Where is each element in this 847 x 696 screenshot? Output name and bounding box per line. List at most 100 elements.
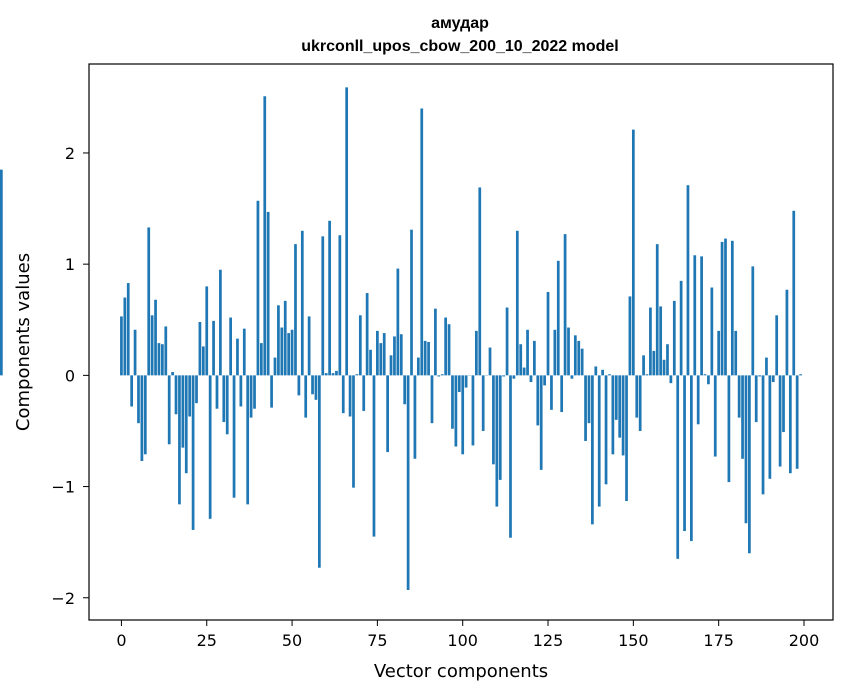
bar-48: [283, 300, 287, 376]
bar-181: [737, 375, 741, 418]
bar-6: [140, 375, 144, 461]
bar-28: [215, 375, 219, 409]
bar-153: [642, 355, 645, 376]
bar-130: [563, 234, 567, 376]
bar-157: [655, 244, 659, 376]
bar-17: [178, 375, 181, 505]
x-tick-label: 200: [789, 631, 820, 650]
bar-7: [143, 375, 147, 455]
bar-75: [376, 330, 379, 376]
bar-161: [669, 375, 673, 384]
bar-108: [488, 347, 492, 376]
bar-177: [724, 238, 727, 376]
bar-73: [369, 349, 372, 376]
bar-22: [195, 375, 198, 404]
bar-90: [427, 342, 430, 376]
bar-97: [451, 375, 454, 429]
bar-194: [782, 375, 785, 433]
bar-87: [416, 357, 420, 376]
y-tick-label: 0: [65, 366, 75, 385]
bar-176: [720, 241, 724, 376]
x-tick-label: 125: [533, 631, 564, 650]
bar-66: [345, 87, 349, 376]
chart-subtitle: ukrconll_upos_cbow_200_10_2022 model: [301, 38, 618, 55]
bar-152: [638, 375, 642, 431]
y-tick-label: −2: [51, 589, 75, 608]
bar-148: [625, 375, 628, 502]
bar-86: [413, 375, 417, 459]
bar-182: [741, 375, 744, 459]
bar-81: [396, 268, 400, 376]
x-tick-label: 100: [447, 631, 478, 650]
x-tick-label: 25: [197, 631, 217, 650]
bar-187: [758, 375, 761, 377]
bar-78: [386, 375, 389, 453]
bar-145: [614, 375, 618, 420]
bar-178: [727, 375, 731, 483]
bar-150: [631, 129, 635, 376]
bar-70: [358, 315, 362, 376]
bar-63: [335, 370, 338, 376]
bar-57: [314, 375, 318, 400]
bar-121: [533, 340, 536, 376]
bar-77: [382, 333, 386, 376]
bar-3: [130, 375, 134, 407]
bar-184: [748, 375, 751, 554]
bar-98: [454, 375, 458, 447]
bar-56: [311, 375, 314, 395]
bar-119: [526, 329, 529, 376]
bar-68: [352, 375, 355, 488]
bar-117: [519, 344, 523, 376]
bar-67: [348, 375, 352, 417]
bar-14: [167, 375, 171, 445]
bar-71: [362, 375, 366, 411]
bar-124: [543, 375, 546, 386]
bar-61: [328, 220, 331, 376]
bar-104: [474, 330, 478, 376]
bar-43: [266, 211, 270, 376]
bar-120: [529, 375, 533, 383]
bar-196: [788, 375, 792, 474]
bar-15: [171, 372, 174, 376]
bar-100: [461, 375, 465, 455]
bar-13: [164, 326, 168, 376]
bar-88: [420, 108, 424, 376]
bar-169: [696, 375, 700, 425]
bar-5: [137, 375, 140, 424]
bar-112: [502, 375, 506, 377]
x-tick-label: 150: [618, 631, 649, 650]
bar-109: [492, 375, 495, 465]
bar-85: [410, 229, 413, 376]
bar-54: [304, 375, 308, 418]
y-tick-label: 2: [65, 144, 75, 163]
bar-197: [792, 210, 796, 376]
bar-171: [703, 374, 707, 376]
bar-173: [710, 287, 714, 376]
bar-142: [604, 375, 608, 485]
bar-143: [608, 374, 611, 376]
bar-44: [270, 375, 273, 408]
bar-128: [556, 260, 560, 376]
bar-195: [785, 289, 789, 376]
bar-33: [232, 375, 236, 498]
bar-82: [399, 334, 403, 376]
bar-165: [683, 375, 686, 532]
plot-area-frame: [88, 63, 834, 621]
bar-89: [423, 340, 427, 376]
bar-34: [236, 338, 239, 376]
bar-52: [297, 375, 301, 396]
y-axis-label: Components values: [13, 253, 34, 431]
bar-32: [229, 317, 232, 376]
bar-123: [539, 375, 543, 470]
bar-166: [686, 185, 690, 376]
bar-127: [553, 329, 557, 376]
y-axis-ticks: −2 −1 0 1 2: [51, 144, 89, 608]
bar-94: [440, 374, 444, 376]
x-axis-ticks: 0 25 50 75 100 125 150 175 200: [116, 620, 819, 650]
bar-16: [174, 375, 178, 415]
bar-144: [611, 375, 615, 455]
bar-37: [246, 375, 250, 505]
bar-137: [587, 375, 591, 424]
